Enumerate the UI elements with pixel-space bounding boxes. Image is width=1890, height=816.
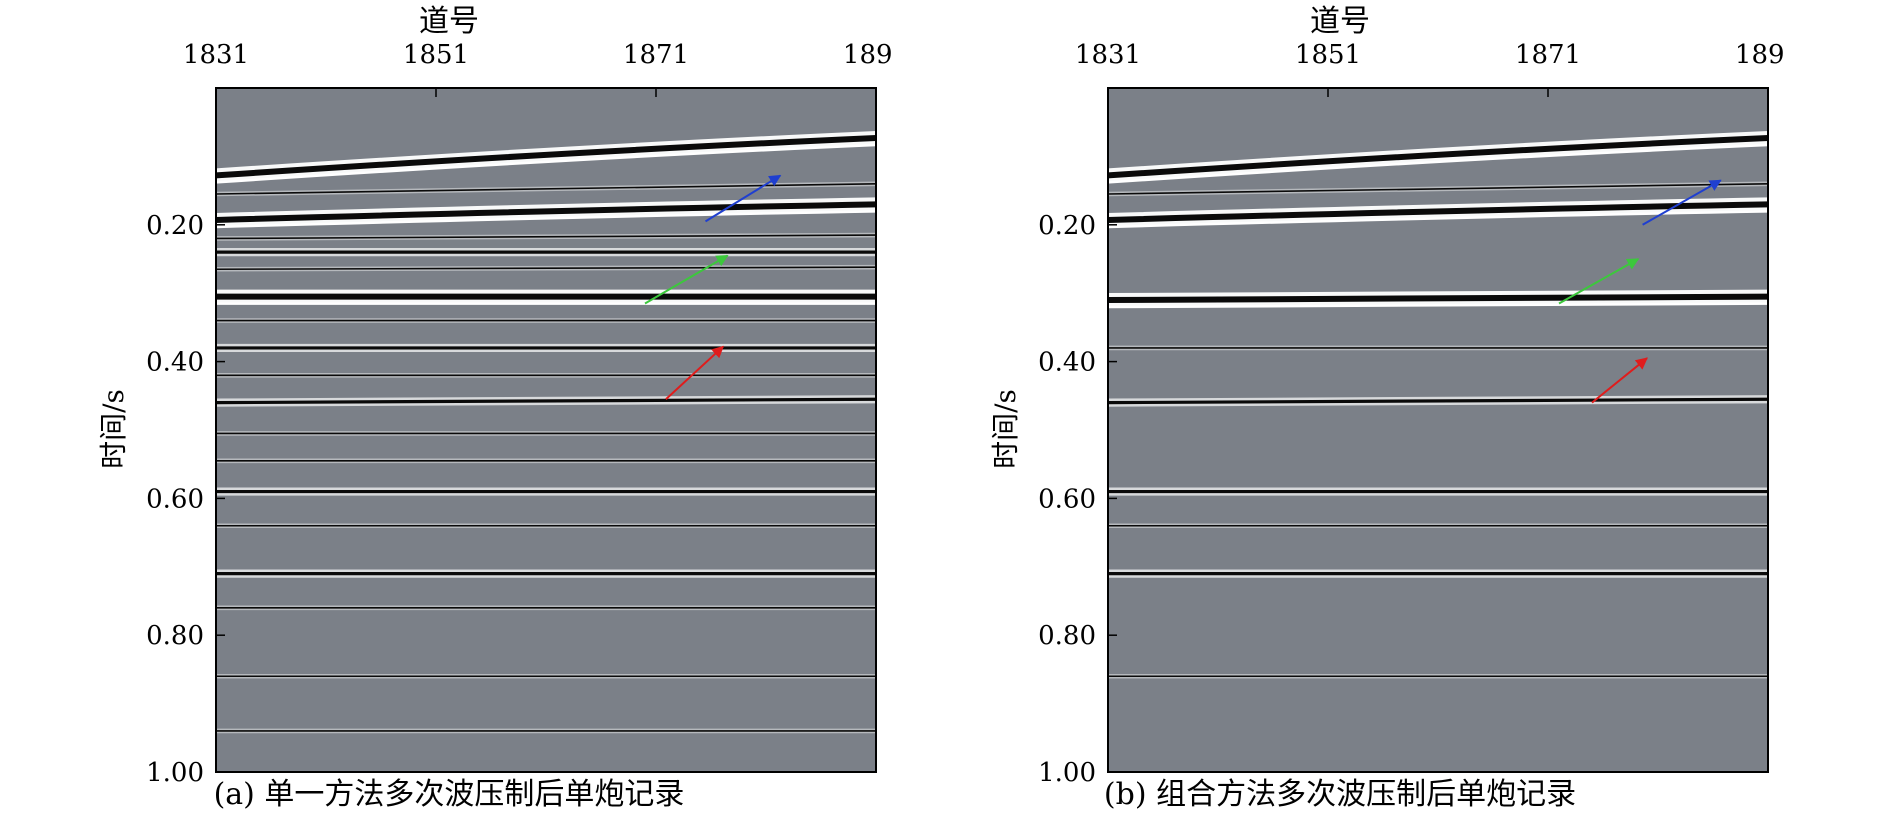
- x-tick-label-1: 1851: [1295, 40, 1361, 70]
- reflection-event-1: [216, 197, 876, 229]
- reflection-event-1: [1108, 197, 1768, 229]
- x-tick-label-2: 1871: [623, 40, 689, 70]
- reflection-event-10: [216, 264, 876, 272]
- x-tick-label-0: 1831: [183, 40, 249, 70]
- y-tick-label-0: 0.20: [146, 211, 204, 241]
- seismic-plot-area: [1107, 87, 1769, 773]
- annotation-arrow-blue: [1642, 179, 1722, 226]
- plot-frame: [215, 87, 877, 773]
- annotation-arrow-green: [644, 254, 729, 305]
- panel-caption: (b) 组合方法多次波压制后单炮记录: [1104, 777, 1576, 812]
- y-tick-labels: 0.20 0.40 0.60 0.80 1.00: [146, 211, 204, 788]
- reflection-event-3: [1108, 395, 1768, 407]
- plot-frame: [1107, 87, 1769, 773]
- x-tick-labels: 1831 1851 1871 1891: [1075, 40, 1784, 70]
- x-tick-label-0: 1831: [1075, 40, 1141, 70]
- x-tick-label-2: 1871: [1515, 40, 1581, 70]
- x-tick-label-3: 1891: [1735, 40, 1784, 70]
- seismic-plot-area: [215, 87, 877, 773]
- y-axis-title: 时间/s: [989, 389, 1022, 469]
- panel-caption: (a) 单一方法多次波压制后单炮记录: [214, 777, 685, 812]
- reflection-event-0: [1108, 131, 1768, 184]
- annotation-arrow-red: [1591, 357, 1648, 404]
- reflection-event-2: [1108, 289, 1768, 309]
- reflection-event-0: [216, 131, 876, 184]
- x-axis-title: 道号: [419, 4, 479, 39]
- reflection-event-5: [216, 395, 876, 407]
- chart-panel-a: 道号 1831 1851 1871 1891 0.20 0.40 0.60 0.…: [97, 4, 892, 812]
- y-tick-label-2: 0.60: [1038, 484, 1096, 514]
- y-tick-labels: 0.20 0.40 0.60 0.80 1.00: [1038, 211, 1096, 788]
- y-tick-label-4: 1.00: [146, 758, 204, 788]
- reflection-event-6: [1108, 181, 1768, 197]
- reflection-event-8: [216, 181, 876, 197]
- y-tick-label-2: 0.60: [146, 484, 204, 514]
- y-tick-label-3: 0.80: [146, 621, 204, 651]
- reflection-event-9: [216, 232, 876, 241]
- x-tick-label-3: 1891: [843, 40, 892, 70]
- y-tick-label-4: 1.00: [1038, 758, 1096, 788]
- annotation-arrow-blue: [704, 174, 782, 223]
- x-tick-label-1: 1851: [403, 40, 469, 70]
- reflection-event-2: [216, 289, 876, 305]
- chart-panel-b: 道号 1831 1851 1871 1891 0.20 0.40 0.60 0.…: [989, 4, 1784, 812]
- annotation-arrow-red: [665, 345, 724, 400]
- y-tick-label-1: 0.40: [1038, 348, 1096, 378]
- x-axis-title: 道号: [1310, 4, 1370, 39]
- y-tick-label-0: 0.20: [1038, 211, 1096, 241]
- y-axis-title: 时间/s: [97, 389, 130, 469]
- x-tick-labels: 1831 1851 1871 1891: [183, 40, 892, 70]
- annotation-arrow-green: [1558, 258, 1640, 305]
- y-tick-label-3: 0.80: [1038, 621, 1096, 651]
- y-tick-label-1: 0.40: [146, 348, 204, 378]
